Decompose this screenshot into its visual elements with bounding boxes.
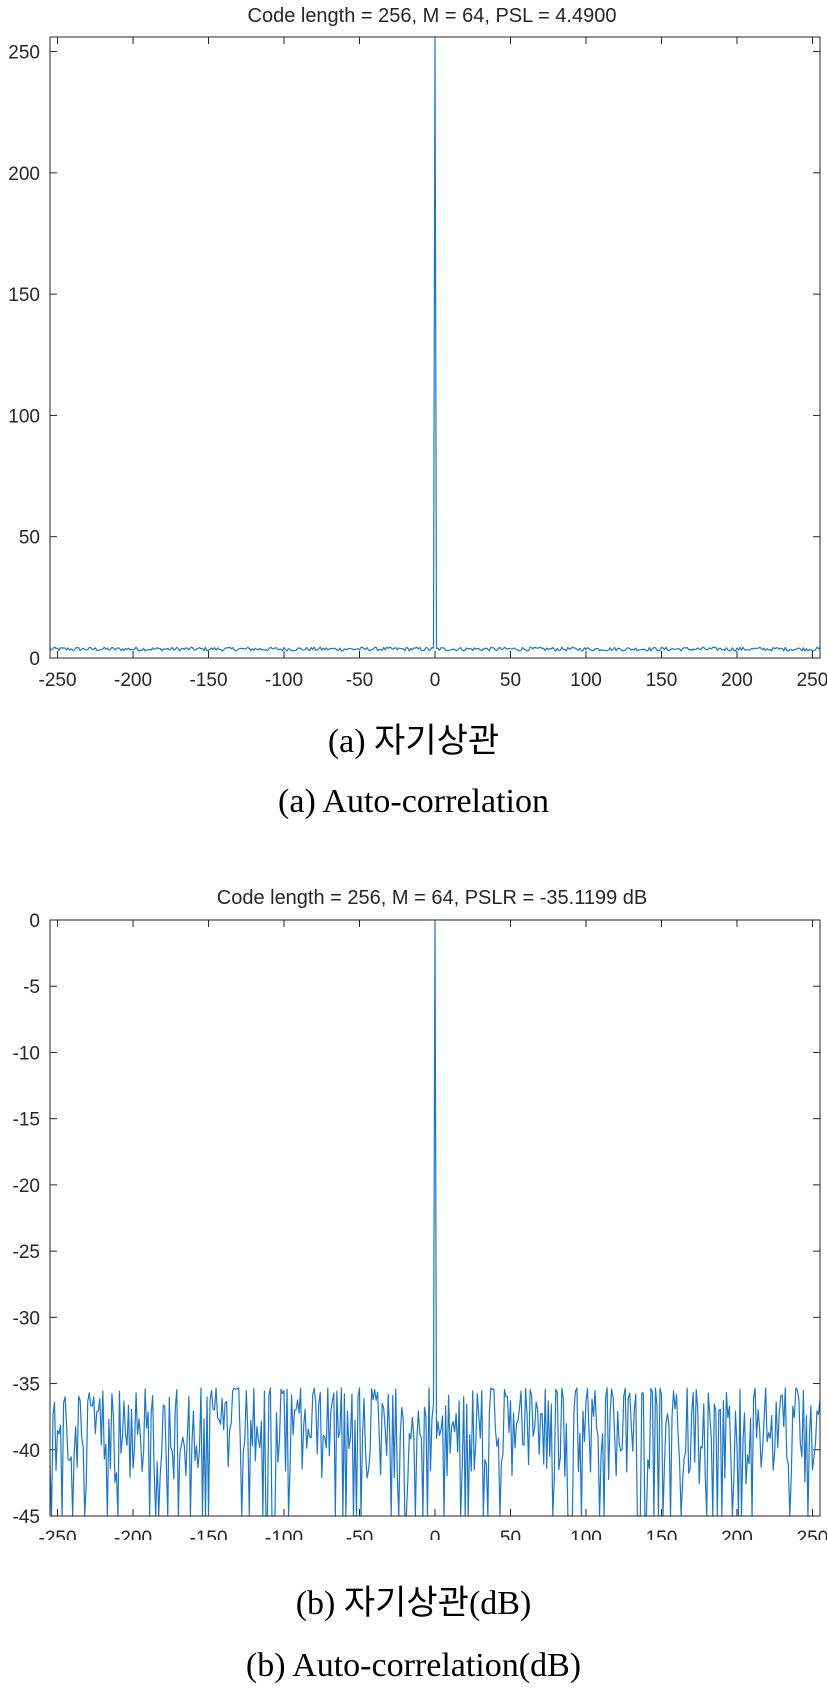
x-tick-label: -200 [114, 1528, 152, 1540]
x-tick-label: -100 [265, 670, 303, 691]
chart-title: Code length = 256, M = 64, PSL = 4.4900 [248, 5, 617, 27]
y-tick-label: 50 [19, 528, 40, 549]
x-tick-label: -250 [39, 1528, 77, 1540]
caption-a-korean: (a) 자기상관 [327, 723, 500, 760]
series-line [49, 36, 821, 652]
y-tick-label: 0 [29, 911, 40, 932]
x-tick-label: 150 [646, 1528, 678, 1540]
ticks-group: -250 -200 -150 -100 -50 0 50 100 150 200 250 0 50 100… [8, 37, 827, 691]
y-tick-label: -20 [13, 1176, 40, 1197]
x-tick-label: -50 [346, 670, 373, 691]
caption-a-english: (a) Auto-correlation [278, 783, 549, 820]
autocorrelation-chart: Code length = 256, M = 64, PSL = 4.4900 … [8, 5, 827, 691]
y-tick-label: 0 [29, 649, 40, 670]
x-tick-label: 50 [500, 1528, 521, 1540]
autocorrelation-db-chart: Code length = 256, M = 64, PSLR = -35.11… [13, 887, 827, 1540]
series-group [49, 919, 821, 1517]
y-tick-label: -35 [13, 1375, 40, 1396]
plot-frame [49, 919, 821, 1517]
series-group [49, 36, 821, 652]
y-tick-label: -10 [13, 1043, 40, 1064]
x-tick-label: 100 [570, 1528, 602, 1540]
x-tick-label: -250 [39, 670, 77, 691]
y-tick-label: 250 [8, 43, 40, 64]
series-line [49, 919, 821, 1517]
x-tick-label: -150 [190, 670, 228, 691]
y-tick-label: -40 [13, 1441, 40, 1462]
x-tick-label: 0 [430, 670, 441, 691]
y-tick-label: -15 [13, 1110, 40, 1131]
y-tick-label: -25 [13, 1242, 40, 1263]
plot-frame [49, 36, 821, 659]
x-tick-label: 250 [797, 1528, 827, 1540]
x-tick-label: 250 [797, 670, 827, 691]
x-tick-label: 200 [721, 670, 753, 691]
x-tick-label: -50 [346, 1528, 373, 1540]
x-tick-label: 150 [646, 670, 678, 691]
x-tick-label: -100 [265, 1528, 303, 1540]
y-tick-label: -30 [13, 1308, 40, 1329]
y-tick-label: 150 [8, 285, 40, 306]
y-tick-label: 100 [8, 406, 40, 427]
y-tick-label: -45 [13, 1507, 40, 1528]
caption-b-english: (b) Auto-correlation(dB) [245, 1647, 582, 1684]
x-tick-label: 50 [500, 670, 521, 691]
y-tick-label: 200 [8, 164, 40, 185]
y-tick-label: -5 [23, 977, 40, 998]
x-tick-label: -200 [114, 670, 152, 691]
ticks-group: -250 -200 -150 -100 -50 0 50 100 150 200 250 0 -5 -10… [13, 911, 827, 1540]
x-tick-label: -150 [190, 1528, 228, 1540]
caption-b-korean: (b) 자기상관(dB) [295, 1585, 532, 1622]
x-tick-label: 100 [570, 670, 602, 691]
chart-title: Code length = 256, M = 64, PSLR = -35.11… [217, 887, 647, 909]
x-tick-label: 200 [721, 1528, 753, 1540]
x-tick-label: 0 [430, 1528, 441, 1540]
